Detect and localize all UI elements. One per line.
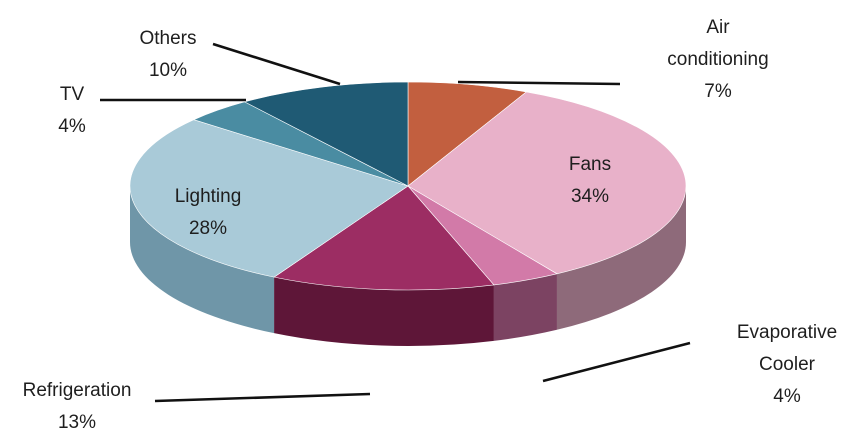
slice-label-line: 28%	[189, 218, 227, 239]
slice-label-line: Lighting	[175, 186, 242, 207]
leader-lines	[100, 42, 691, 403]
slice-label-fans: Fans 34%	[569, 154, 611, 207]
slice-side-lighting	[130, 186, 275, 334]
slice-label-evaporative-cooler: Evaporative Cooler 4%	[737, 322, 837, 407]
leader-line-refrigeration	[154, 392, 371, 403]
slice-lighting	[129, 119, 409, 278]
slice-label-line: 13%	[58, 412, 96, 433]
slice-label-others: Others 10%	[139, 28, 196, 81]
slice-label-lighting: Lighting 28%	[175, 186, 242, 239]
slice-label-line: 34%	[571, 186, 609, 207]
slice-label-line: Cooler	[759, 354, 816, 375]
slice-label-tv: TV 4%	[58, 84, 86, 137]
slice-label-line: TV	[60, 84, 85, 105]
pie-slices	[129, 81, 687, 291]
slice-label-line: Others	[139, 28, 196, 49]
slice-fans	[407, 91, 687, 275]
slice-label-line: 4%	[58, 116, 86, 137]
slice-label-line: conditioning	[667, 49, 768, 70]
slice-refrigeration	[273, 185, 495, 291]
slice-label-line: 10%	[149, 60, 187, 81]
slice-label-line: Air	[706, 17, 730, 38]
leader-line-evaporative-cooler	[542, 341, 691, 383]
leader-line-air-conditioning	[457, 80, 621, 86]
slice-label-refrigeration: Refrigeration 13%	[23, 380, 132, 433]
slice-labels: Air conditioning 7% Fans 34% Evaporative Coole…	[23, 17, 838, 433]
slice-label-line: 7%	[704, 81, 732, 102]
slice-label-line: Fans	[569, 154, 611, 175]
slice-side-evaporative-cooler	[493, 273, 557, 341]
slice-side-refrigeration	[274, 277, 494, 346]
slice-label-line: 4%	[773, 386, 801, 407]
slice-side-fans	[556, 186, 686, 330]
slice-label-line: Evaporative	[737, 322, 837, 343]
slice-label-line: Refrigeration	[23, 380, 132, 401]
slice-others	[243, 81, 409, 187]
slice-air-conditioning	[407, 81, 528, 187]
pie-sides	[130, 186, 686, 346]
slice-label-air-conditioning: Air conditioning 7%	[667, 17, 768, 102]
leader-line-others	[212, 42, 341, 86]
